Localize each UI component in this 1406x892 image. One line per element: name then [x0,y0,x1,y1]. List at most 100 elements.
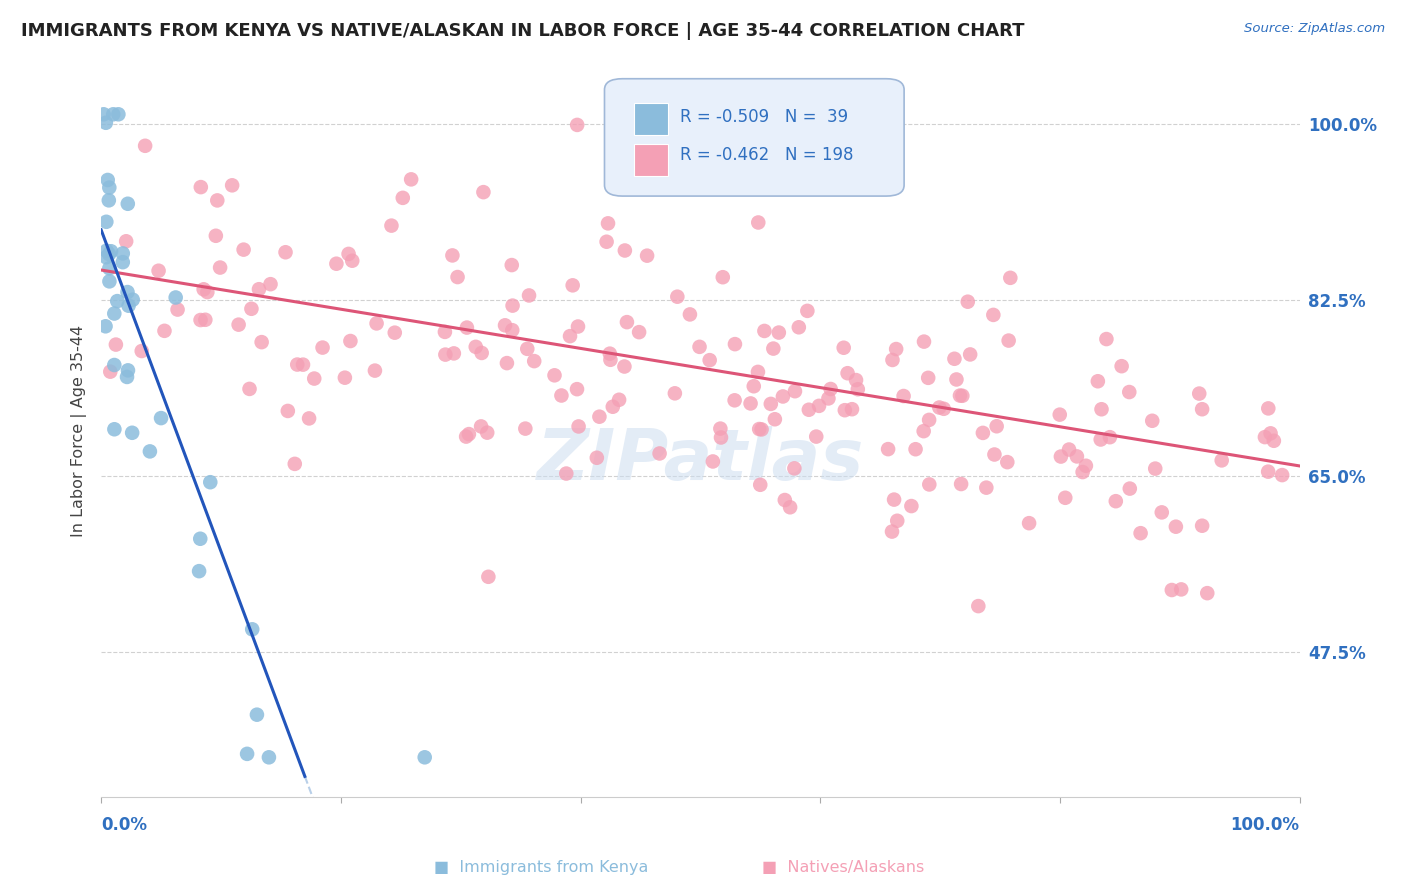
Point [972,425,994,440]
Point [98,274,121,288]
Point [285,358,308,372]
Point [166,302,188,317]
Point [893,389,915,403]
Point [846,382,869,396]
Point [472,185,495,199]
Point [298,411,321,425]
Point [443,346,465,360]
Point [200,475,222,490]
Point [555,467,578,481]
Text: R = -0.462   N = 198: R = -0.462 N = 198 [681,146,853,164]
Point [366,317,388,331]
Point [1263,434,1285,448]
Point [117,363,139,377]
Point [628,325,651,339]
Point [339,334,361,348]
Point [1170,582,1192,597]
Point [841,402,863,417]
Point [751,422,773,436]
Point [567,319,589,334]
Point [111,246,134,260]
Point [292,358,315,372]
Point [983,308,1005,322]
Point [238,382,260,396]
Point [1057,442,1080,457]
Point [207,194,229,208]
Point [900,499,922,513]
Point [209,260,232,275]
Point [943,351,966,366]
Point [1090,402,1112,417]
Point [433,325,456,339]
Point [666,290,689,304]
Point [596,216,619,230]
Point [259,277,281,292]
Point [543,368,565,383]
Point [568,419,591,434]
Point [250,335,273,350]
Point [1071,465,1094,479]
Point [883,492,905,507]
Point [956,294,979,309]
Point [515,422,537,436]
Point [1260,426,1282,441]
Point [1111,359,1133,374]
Point [882,353,904,368]
Point [1049,408,1071,422]
Point [111,255,134,269]
Text: ZIPatlas: ZIPatlas [537,425,865,494]
Point [699,353,721,368]
Point [1191,518,1213,533]
Point [97,173,120,187]
FancyBboxPatch shape [605,78,904,196]
Point [648,446,671,460]
Point [967,599,990,613]
Point [1271,468,1294,483]
Point [1129,526,1152,541]
Point [763,412,786,426]
Point [257,750,280,764]
Point [1211,453,1233,467]
Point [880,524,903,539]
Point [561,278,583,293]
Point [983,448,1005,462]
Point [94,116,117,130]
Point [139,444,162,458]
Point [93,107,115,121]
Point [783,461,806,475]
Text: ■  Natives/Alaskans: ■ Natives/Alaskans [762,861,925,875]
Point [458,427,481,442]
Bar [634,144,668,177]
Point [277,404,299,418]
Point [107,107,129,121]
Point [616,315,638,329]
Point [188,532,211,546]
Point [832,341,855,355]
Text: ■  Immigrants from Kenya: ■ Immigrants from Kenya [434,861,648,875]
Point [477,570,499,584]
Point [747,365,769,379]
Point [470,419,492,434]
Point [595,235,617,249]
Point [711,270,734,285]
Point [193,282,215,296]
Point [117,285,139,299]
Bar [634,103,668,136]
Point [664,386,686,401]
Point [1098,430,1121,444]
Point [808,399,831,413]
Y-axis label: In Labor Force | Age 35-44: In Labor Force | Age 35-44 [72,325,87,537]
Point [607,392,630,407]
Point [759,397,782,411]
Point [976,481,998,495]
Point [380,219,402,233]
Point [1000,270,1022,285]
Point [1257,465,1279,479]
Point [918,413,941,427]
Point [333,370,356,384]
Point [103,422,125,436]
Point [710,430,733,444]
Point [679,307,702,321]
Point [945,372,967,386]
Point [762,342,785,356]
